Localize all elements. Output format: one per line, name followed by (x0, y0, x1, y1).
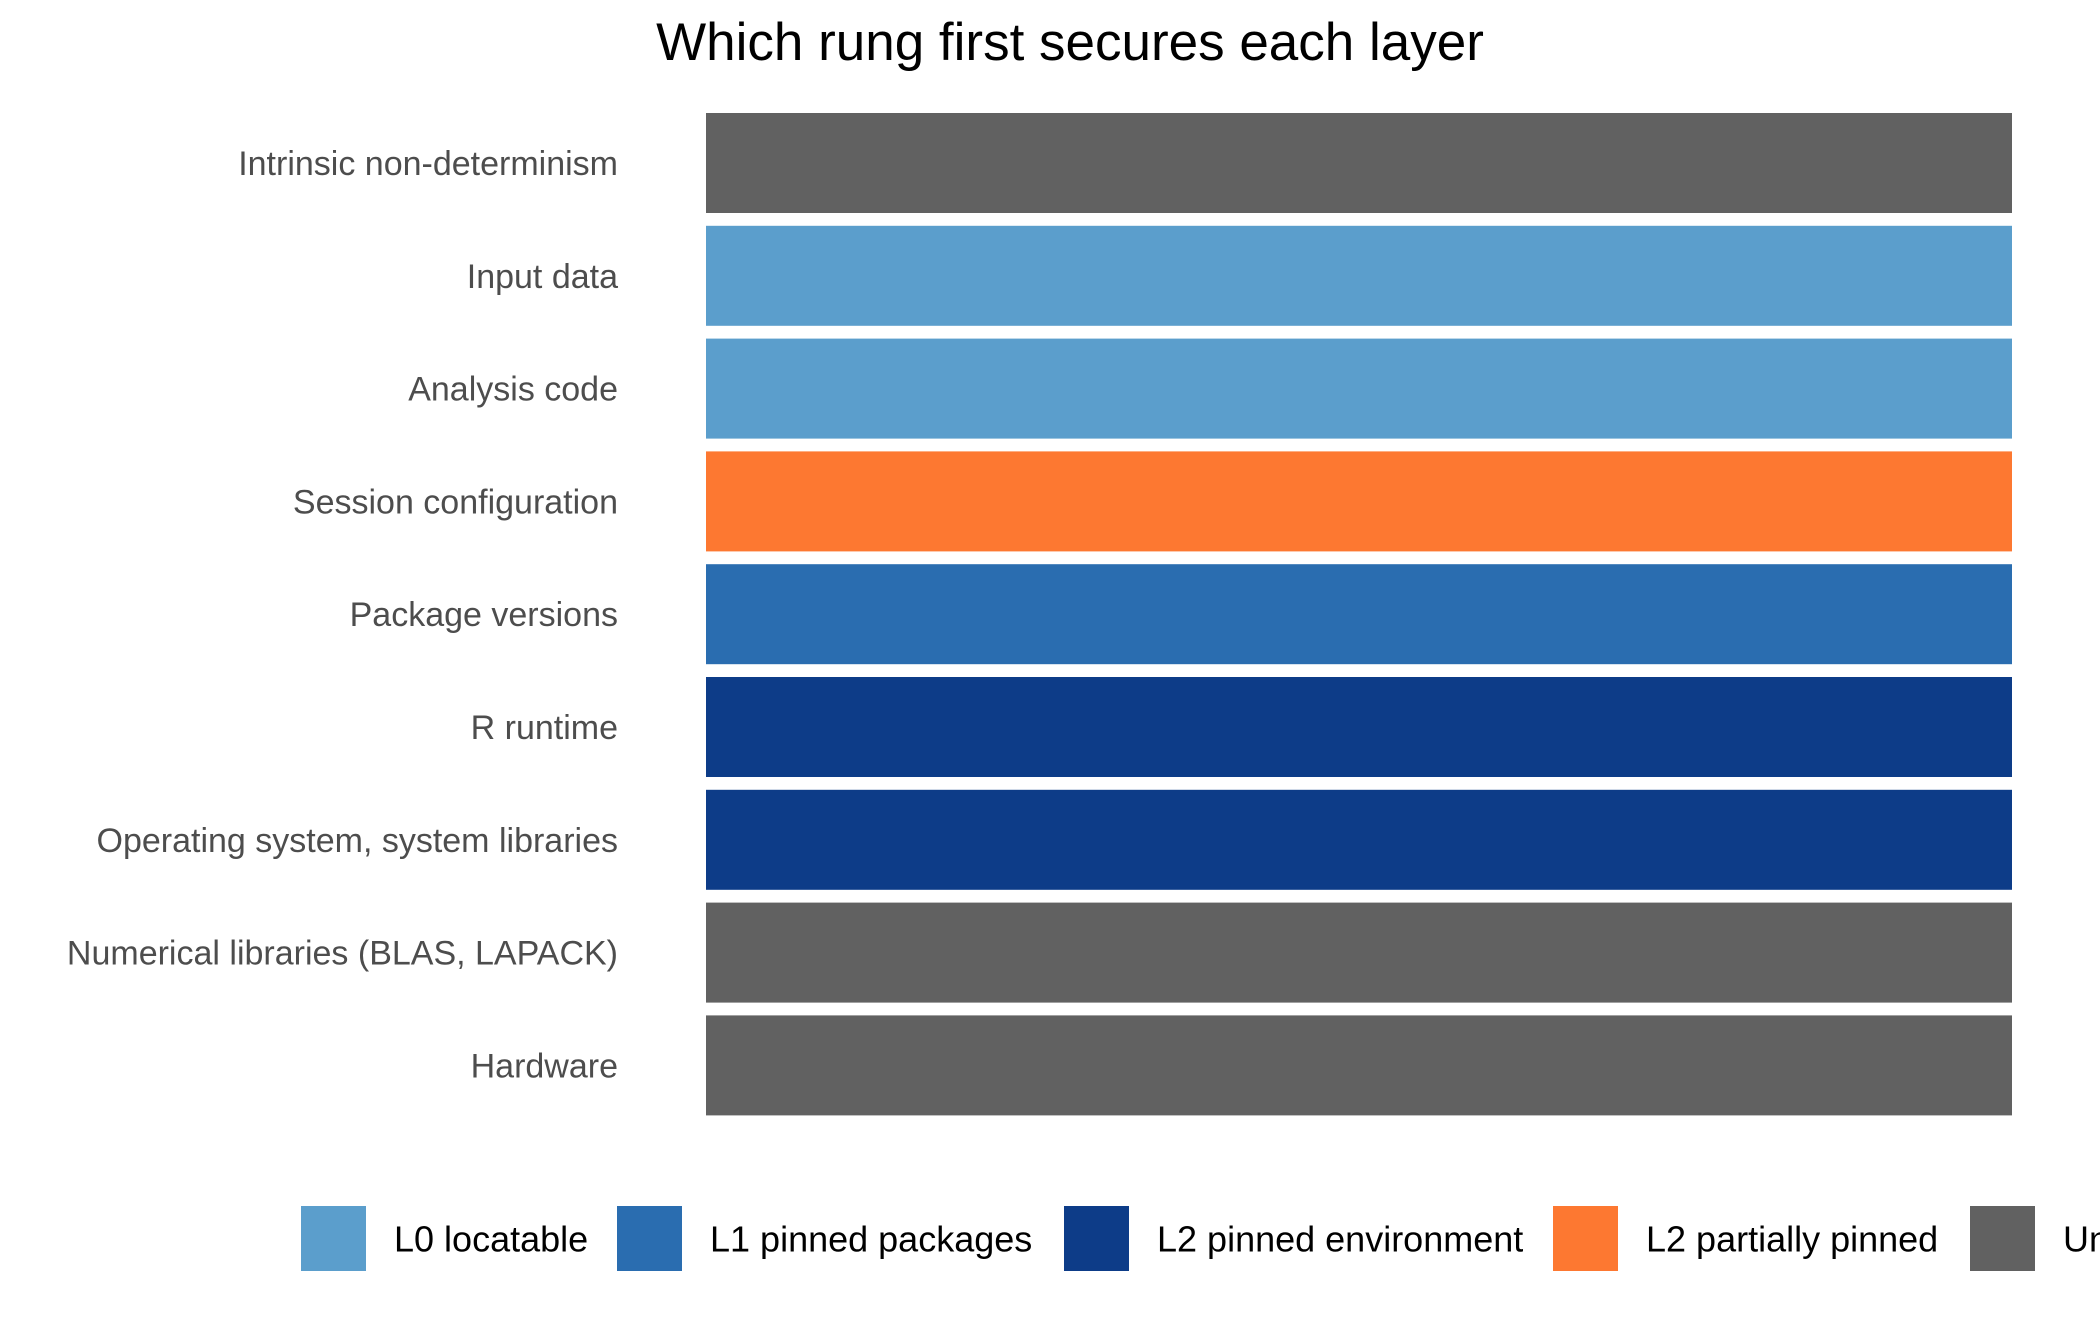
legend-label-un: Un (2063, 1219, 2100, 1260)
y-tick-label-operating-system-system-libraries: Operating system, system libraries (97, 822, 619, 860)
bar-analysis-code (706, 338, 2012, 439)
y-tick-label-intrinsic-non-determinism: Intrinsic non-determinism (238, 145, 618, 183)
y-tick-label-r-runtime: R runtime (471, 709, 618, 747)
y-tick-label-input-data: Input data (467, 258, 618, 296)
legend-key-l2-pinned-environment (1064, 1206, 1129, 1271)
y-tick-label-analysis-code: Analysis code (408, 371, 618, 409)
y-tick-label-hardware: Hardware (471, 1047, 618, 1085)
legend-label-l0-locatable: L0 locatable (394, 1219, 588, 1260)
bars (706, 113, 2012, 1116)
legend-key-un (1970, 1206, 2035, 1271)
y-tick-label-session-configuration: Session configuration (293, 483, 618, 521)
y-axis-tick-labels: Intrinsic non-determinism Input data Analy… (67, 145, 618, 1085)
bar-r-runtime (706, 677, 2012, 777)
bar-operating-system-system-libraries (706, 789, 2012, 890)
bar-package-versions (706, 564, 2012, 665)
legend-label-l1-pinned-packages: L1 pinned packages (710, 1219, 1032, 1260)
bar-hardware (706, 1015, 2012, 1116)
y-tick-label-numerical-libraries-blas-lapack: Numerical libraries (BLAS, LAPACK) (67, 935, 618, 973)
bar-session-configuration (706, 451, 2012, 552)
legend-key-l0-locatable (301, 1206, 366, 1271)
bar-intrinsic-non-determinism (706, 113, 2012, 213)
legend-label-l2-pinned-environment: L2 pinned environment (1157, 1219, 1523, 1260)
legend-label-l2-partially-pinned: L2 partially pinned (1646, 1219, 1938, 1260)
bar-numerical-libraries-blas-lapack (706, 902, 2012, 1003)
bar-input-data (706, 225, 2012, 326)
chart-title: Which rung first secures each layer (656, 13, 1484, 72)
legend-key-l2-partially-pinned (1553, 1206, 1618, 1271)
y-tick-label-package-versions: Package versions (350, 596, 618, 634)
legend: L0 locatable L1 pinned packages L2 pinned … (301, 1206, 2100, 1271)
legend-key-l1-pinned-packages (617, 1206, 682, 1271)
